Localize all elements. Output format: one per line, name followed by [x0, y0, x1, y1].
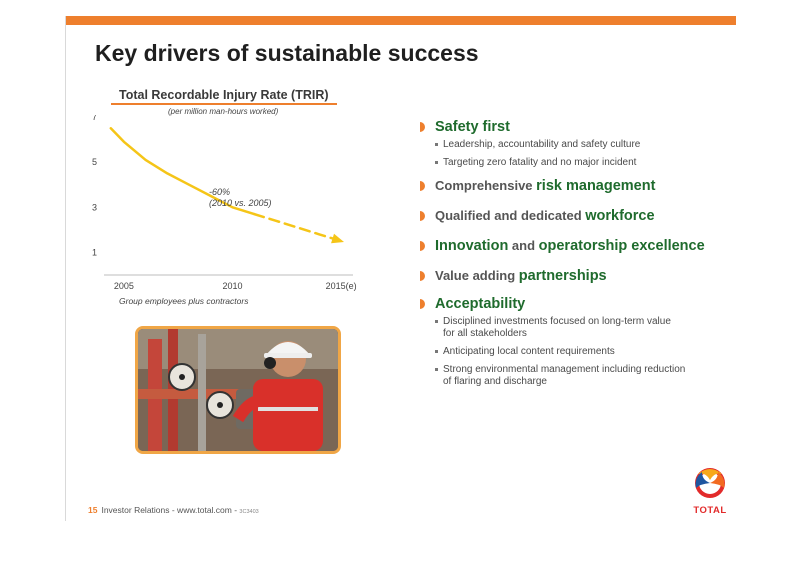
left-margin-rule: [65, 16, 66, 521]
top-accent-bar: [65, 16, 736, 25]
driver-sub-item: Leadership, accountability and safety cu…: [435, 139, 750, 151]
driver-heading-text: Comprehensive: [435, 178, 537, 193]
total-logo: TOTAL: [688, 466, 732, 516]
driver-sub-text: Leadership, accountability and safety cu…: [443, 139, 641, 150]
driver-sub-text: Disciplined investments focused on long-…: [443, 316, 671, 327]
driver-heading-highlight: Safety first: [435, 119, 510, 135]
driver-heading-highlight: workforce: [585, 208, 655, 224]
driver-sub-item: Anticipating local content requirements: [435, 346, 750, 358]
driver-sub-text: Anticipating local content requirements: [443, 346, 615, 357]
x-tick-label: 2005: [114, 281, 134, 291]
driver-sub-text: of flaring and discharge: [443, 376, 547, 387]
driver-heading: Acceptability: [435, 295, 750, 313]
page-number: 15: [88, 505, 98, 515]
driver-heading: Comprehensive risk management: [435, 177, 750, 195]
driver-heading-highlight: risk management: [536, 178, 656, 194]
x-tick-label: 2015(e): [326, 281, 357, 291]
driver-heading-text: Value adding: [435, 268, 519, 283]
driver-sub-text: Targeting zero fatality and no major inc…: [443, 157, 637, 168]
annotation-period: (2010 vs. 2005): [209, 198, 272, 208]
trir-line-chart: 7 5 3 1 2005 2010 2015(e) -60%(2010 vs. 2005): [92, 115, 357, 291]
y-tick-label: 5: [92, 157, 97, 167]
total-logo-text: TOTAL: [693, 505, 727, 516]
chevron-icon: [420, 122, 425, 132]
driver-sub-text: Strong environmental management includin…: [443, 364, 686, 375]
key-drivers-list: Safety first Leadership, accountability a…: [420, 118, 750, 394]
chevron-icon: [420, 181, 425, 191]
worker-photo: [135, 326, 341, 454]
driver-heading: Safety first: [435, 118, 750, 136]
total-logo-mark: [695, 468, 725, 498]
driver-sub-list: Leadership, accountability and safety cu…: [435, 139, 750, 169]
driver-item: Comprehensive risk management: [420, 177, 750, 195]
chart-footnote: Group employees plus contractors: [119, 296, 249, 306]
driver-heading: Value adding partnerships: [435, 267, 750, 285]
driver-heading-highlight: Innovation: [435, 238, 509, 254]
driver-item: Qualified and dedicated workforce: [420, 207, 750, 225]
chevron-icon: [420, 271, 425, 281]
driver-sub-item: Targeting zero fatality and no major inc…: [435, 157, 750, 169]
driver-item: Safety first Leadership, accountability a…: [420, 118, 750, 169]
y-tick-label: 1: [92, 247, 97, 257]
series-line-actual: [109, 127, 256, 216]
chevron-icon: [420, 299, 425, 309]
driver-heading: Innovation and operatorship excellence: [435, 237, 750, 255]
driver-sub-item: Strong environmental management includin…: [435, 364, 750, 388]
driver-item: Innovation and operatorship excellence: [420, 237, 750, 255]
driver-heading-text: Qualified and dedicated: [435, 208, 586, 223]
driver-sub-item: Disciplined investments focused on long-…: [435, 316, 750, 340]
arrow-head-icon: [331, 233, 345, 244]
series-line-estimate: [252, 212, 343, 243]
driver-item: Acceptability Disciplined investments foc…: [420, 295, 750, 388]
chart-title: Total Recordable Injury Rate (TRIR): [119, 88, 329, 102]
x-tick-label: 2010: [222, 281, 242, 291]
chevron-icon: [420, 241, 425, 251]
annotation-percent: -60%: [209, 187, 230, 197]
driver-item: Value adding partnerships: [420, 267, 750, 285]
chart-subtitle: (per million man-hours worked): [168, 107, 279, 116]
y-tick-label: 3: [92, 202, 97, 212]
y-tick-label: 7: [92, 115, 97, 122]
driver-heading-highlight: partnerships: [518, 268, 607, 284]
footer: 15 Investor Relations - www.total.com - 3…: [88, 505, 259, 515]
footer-code: 3C3403: [239, 509, 259, 515]
driver-heading-highlight: Acceptability: [435, 296, 526, 312]
driver-sub-list: Disciplined investments focused on long-…: [435, 316, 750, 388]
driver-sub-text: for all stakeholders: [443, 328, 527, 339]
footer-text: Investor Relations - www.total.com -: [101, 505, 238, 515]
chevron-icon: [420, 211, 425, 221]
page-title: Key drivers of sustainable success: [95, 40, 479, 66]
driver-heading-highlight: operatorship excellence: [538, 238, 705, 254]
driver-heading: Qualified and dedicated workforce: [435, 207, 750, 225]
driver-heading-text: and: [508, 238, 539, 253]
chart-title-underline: [111, 103, 337, 105]
